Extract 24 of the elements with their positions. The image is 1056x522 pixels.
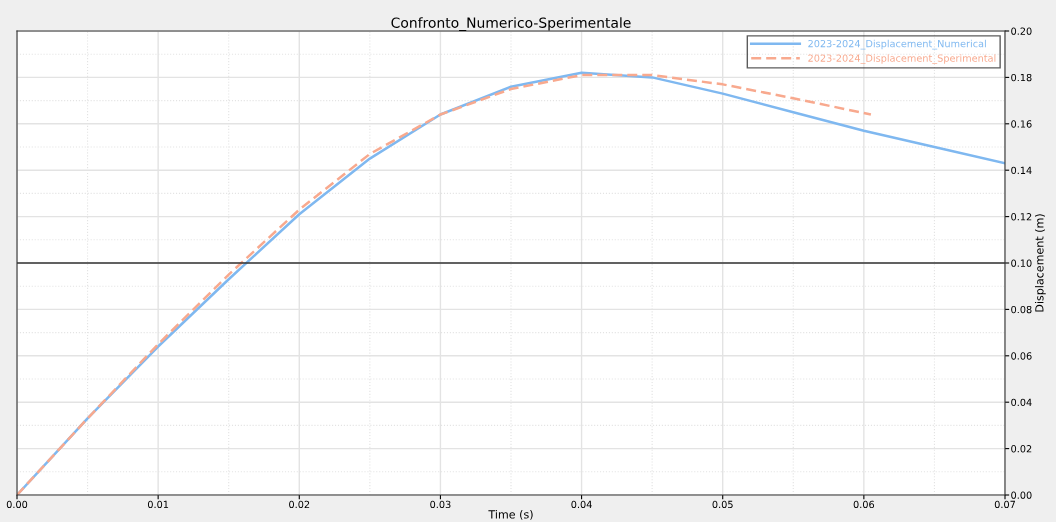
y-tick-label: 0.00 xyxy=(1011,491,1032,499)
x-tick-label: 0.05 xyxy=(712,500,733,509)
x-tick-label: 0.01 xyxy=(147,500,169,509)
x-axis-title: Time (s) xyxy=(488,509,533,520)
x-tick-label: 0.02 xyxy=(289,500,310,509)
y-tick-label: 0.02 xyxy=(1011,445,1032,453)
x-tick-label: 0.03 xyxy=(430,500,451,509)
x-tick-label: 0.06 xyxy=(853,500,875,509)
text: 2023-2024_Displacement_Numerical xyxy=(808,39,986,50)
y-tick-label: 0.12 xyxy=(1011,213,1032,221)
y-tick-label: 0.08 xyxy=(1011,305,1032,314)
y-tick-label: 0.10 xyxy=(1011,259,1032,267)
x-tick-label: 0.00 xyxy=(6,500,28,509)
y-axis-title: Displacement (m) xyxy=(1034,214,1046,312)
y-tick-label: 0.14 xyxy=(1011,166,1032,175)
y-tick-label: 0.20 xyxy=(1011,27,1032,35)
y-tick-label: 0.06 xyxy=(1011,352,1032,360)
text: 2023-2024_Displacement_Sperimental xyxy=(808,54,996,64)
y-tick-label: 0.04 xyxy=(1011,398,1032,407)
y-tick-label: 0.18 xyxy=(1011,73,1032,82)
y-tick-label: 0.16 xyxy=(1011,120,1032,128)
x-tick-label: 0.04 xyxy=(571,500,592,509)
x-tick-label: 0.07 xyxy=(994,500,1015,509)
chart-title: Confronto_Numerico-Sperimentale xyxy=(391,17,631,31)
